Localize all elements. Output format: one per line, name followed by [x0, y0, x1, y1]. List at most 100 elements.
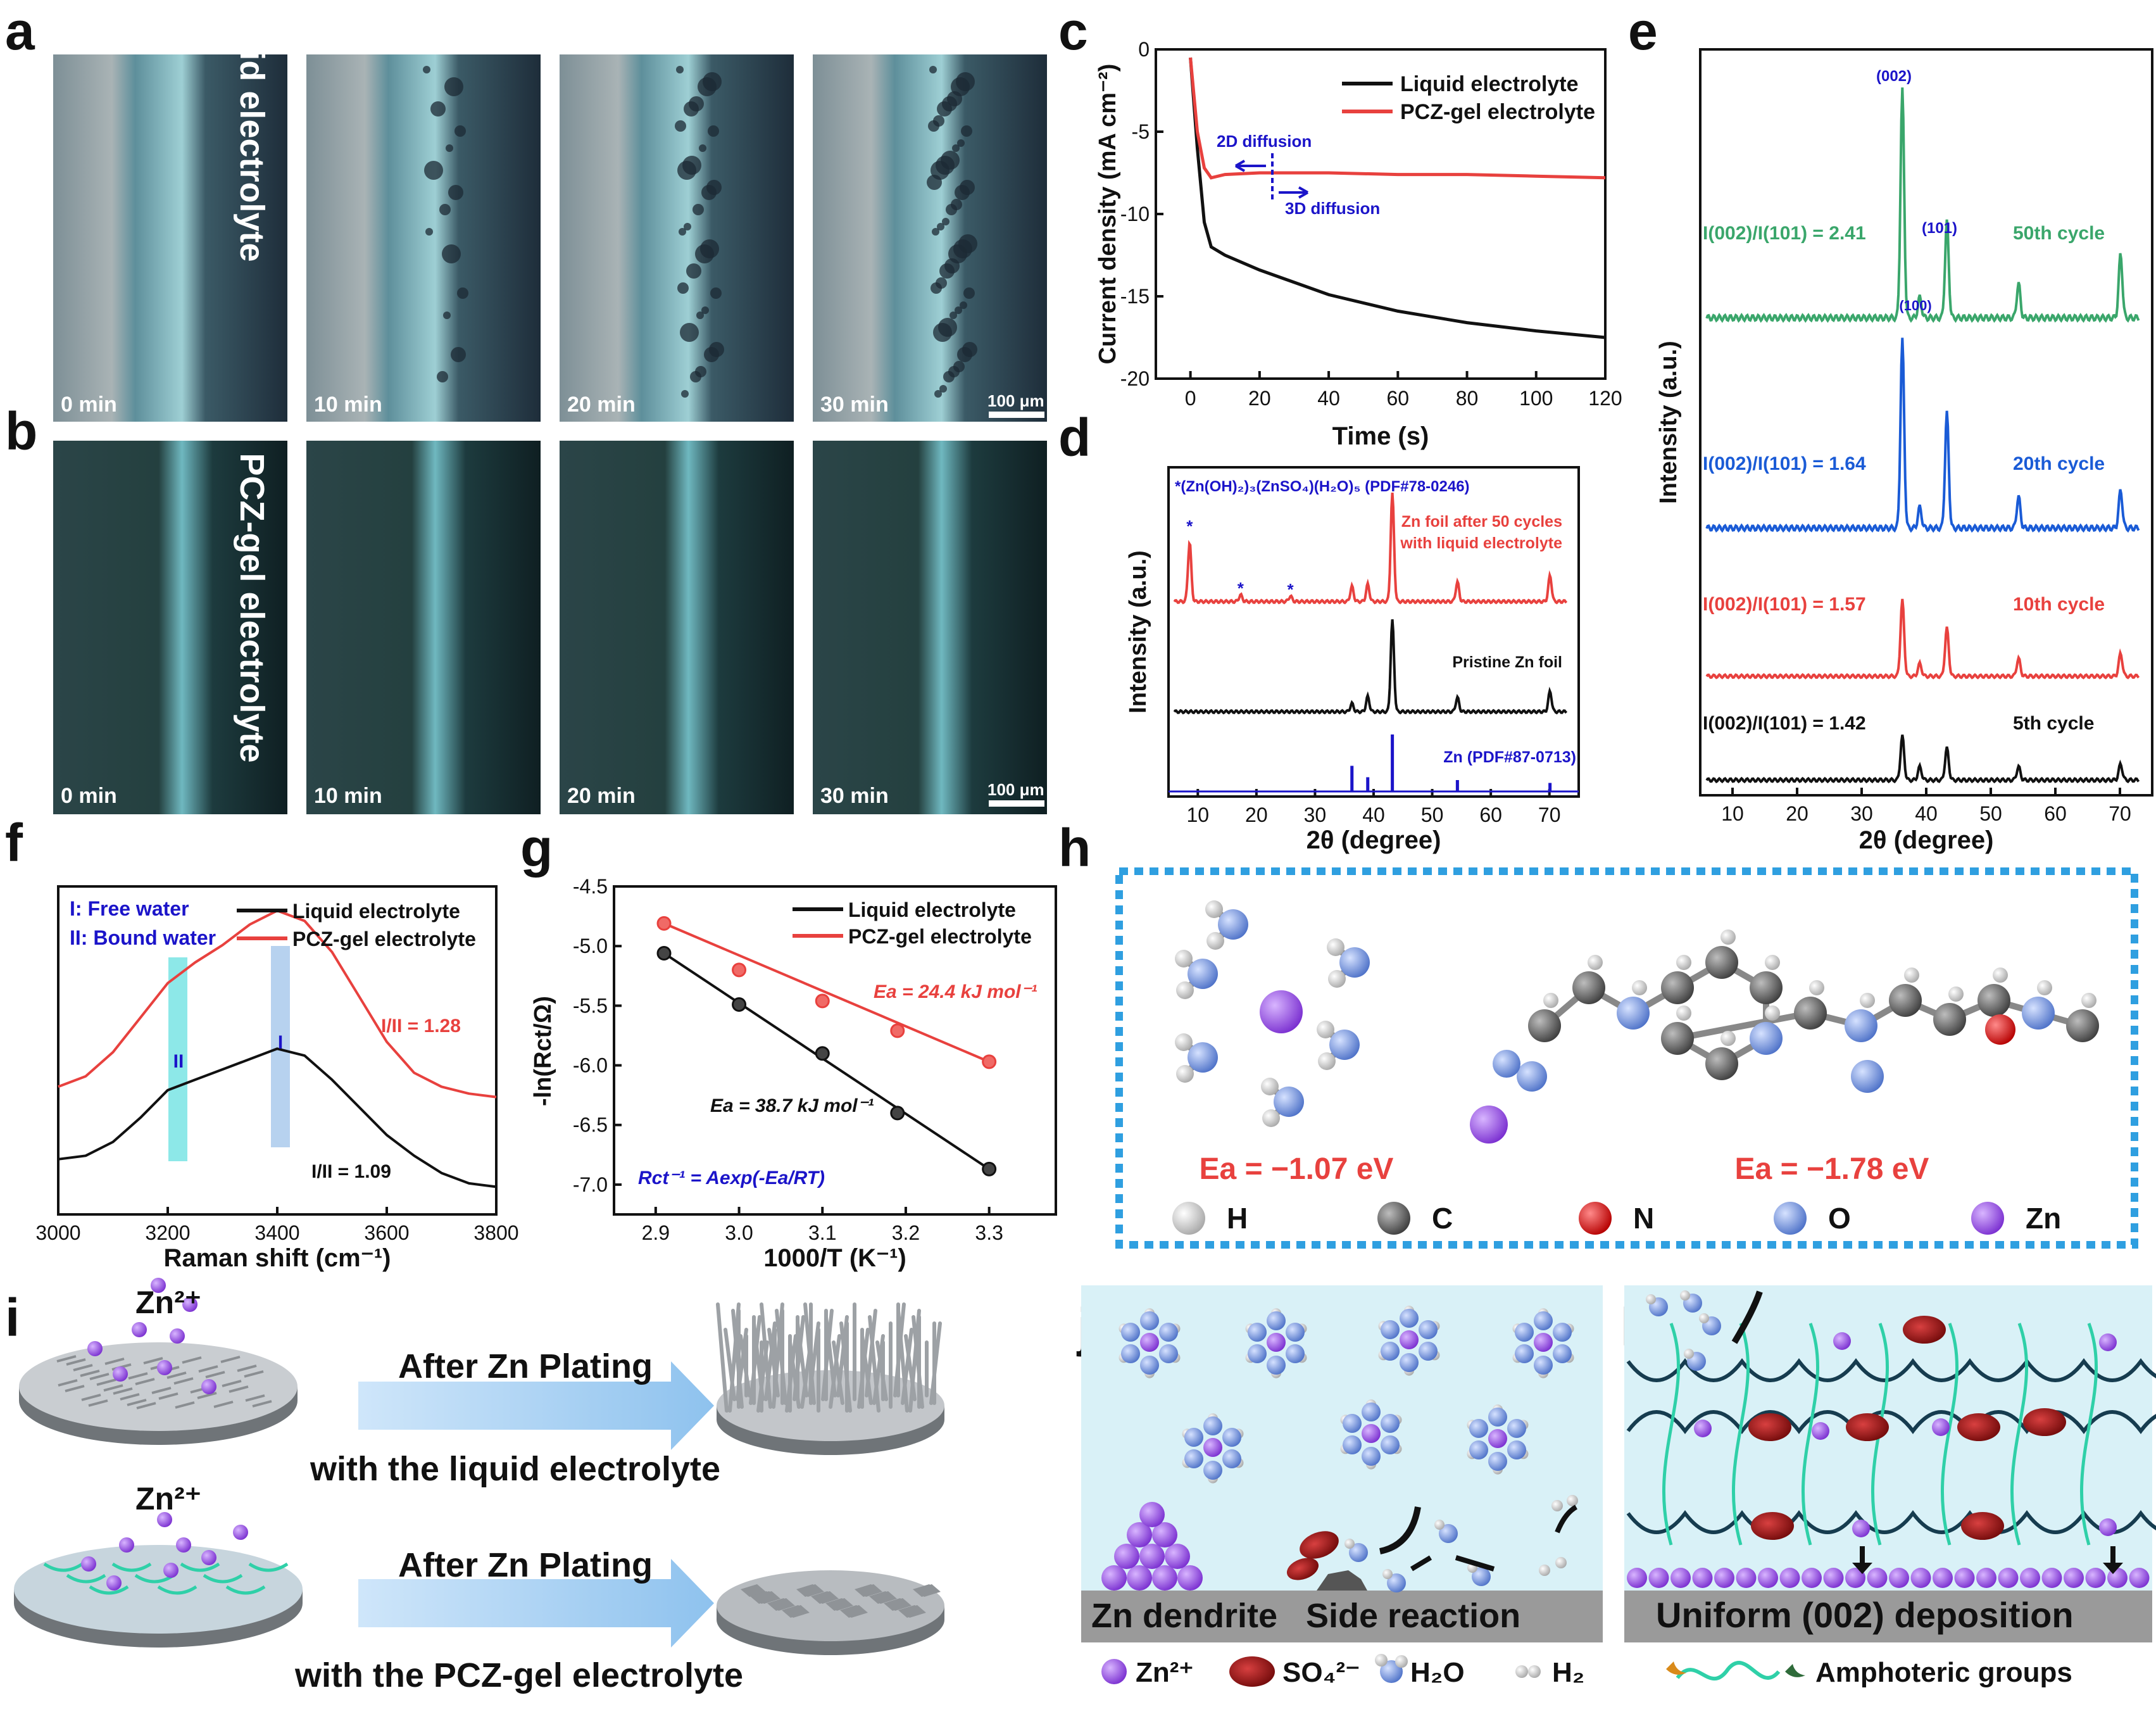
h-atom: [1948, 986, 1964, 1002]
panel-d-pdf-label: *(Zn(OH)₂)₃(ZnSO₄)(H₂O)₅ (PDF#78-0246): [1175, 478, 1470, 495]
dendrite: [808, 1321, 820, 1397]
solvated-zn-ion: [1400, 1330, 1419, 1349]
dendrite: [832, 1340, 844, 1405]
hydrogen-bubble: [1551, 1500, 1563, 1511]
dendrite-speck: [708, 125, 719, 137]
zn-ion: [201, 1379, 216, 1394]
gel-chain: [43, 1562, 84, 1572]
fit-line-0: [663, 952, 990, 1171]
h-atom: [1904, 967, 1919, 983]
micrograph-liquid-0: [53, 54, 287, 422]
h-atom: [1699, 1313, 1709, 1323]
panel-f-band-i-label: I: [278, 1032, 283, 1053]
n-atom: [1985, 1014, 2015, 1045]
dendrite-speck: [679, 228, 686, 236]
water-oxygen: [1121, 1323, 1140, 1342]
x-tick-label: 40: [1317, 387, 1340, 410]
zn-dendrite-ion: [1101, 1565, 1127, 1591]
c-atom: [2066, 1009, 2099, 1042]
micrograph-time-label: 20 min: [567, 784, 636, 808]
amphoteric-chain: [2079, 1323, 2098, 1546]
zn-ion: [151, 1278, 166, 1293]
fiber: [127, 1399, 147, 1406]
water-oxygen: [1515, 1344, 1534, 1363]
c-atom: [1661, 1022, 1694, 1055]
panel-d-red-label-1: Zn foil after 50 cycles: [1401, 513, 1562, 531]
water-oxygen: [1488, 1408, 1507, 1427]
x-tick-label: 3600: [364, 1221, 409, 1244]
x-tick-label: 60: [1479, 803, 1502, 826]
micrograph-time-label: 10 min: [314, 784, 382, 808]
x-tick-label: 30: [1850, 802, 1873, 825]
dendrite-speck: [958, 234, 977, 253]
dendrite-speck: [937, 223, 944, 230]
o-atom: [1493, 1050, 1520, 1078]
legend-so4-label: SO₄²⁻: [1282, 1657, 1360, 1688]
c-atom: [1750, 971, 1783, 1004]
water-oxygen: [1553, 1323, 1572, 1342]
dendrite-speck: [448, 185, 463, 200]
panel-e-ticks: 10 20 30 40 50 60 70: [1721, 788, 2131, 825]
micrograph-pcz-2: [560, 441, 794, 814]
legend-h2-label: H₂: [1552, 1657, 1584, 1688]
x-tick-label: 120: [1588, 387, 1622, 410]
data-point-1: [732, 962, 747, 978]
dendrite-speck: [942, 218, 950, 225]
water-oxygen: [1343, 1435, 1362, 1454]
panel-e-series: [1705, 87, 2140, 784]
fiber: [73, 1364, 93, 1371]
x-tick-label: 70: [1538, 803, 1561, 826]
c-atom: [1661, 971, 1694, 1004]
dendrite-speck: [437, 371, 448, 382]
expel-arrow: [1731, 1290, 1763, 1344]
series-line-3: [1705, 734, 2140, 784]
flat-zn-plate: [767, 1598, 793, 1611]
water-oxygen: [1439, 1524, 1458, 1543]
deposition-arrow: [2103, 1546, 2123, 1574]
fiber: [237, 1364, 257, 1372]
zn-ion: [1812, 1422, 1829, 1440]
y-tick-label: -15: [1120, 285, 1150, 308]
fiber: [66, 1358, 86, 1366]
fiber: [104, 1358, 125, 1365]
panel-i-arrow-label-bottom: After Zn Plating: [398, 1546, 653, 1584]
panel-b-micrographs: 0 min 10 min 20 min 30 min 100 μm: [53, 441, 1047, 814]
dendrite-speck: [933, 115, 944, 127]
dendrite-speck: [677, 282, 689, 294]
sulfate-ion: [1957, 1413, 2000, 1441]
reaction-arrow: [1410, 1504, 1578, 1572]
micrograph-pcz-0: [53, 441, 287, 814]
panel-g-ea-red: Ea = 24.4 kJ mol⁻¹: [874, 981, 1037, 1002]
dendrite-speck: [944, 258, 960, 274]
water-oxygen: [1488, 1452, 1507, 1471]
data-point-1: [656, 916, 672, 931]
h-atom: [1860, 993, 1875, 1008]
panel-letter-e: e: [1628, 1, 1658, 61]
water-oxygen: [1419, 1320, 1438, 1339]
panel-f-ticks: 3000 3200 3400 3600 3800: [35, 1207, 519, 1244]
amphoteric-chain: [1662, 1323, 1681, 1546]
fiber: [220, 1356, 241, 1363]
o-atom: [1188, 959, 1218, 989]
sulfate-ion: [1286, 1558, 1319, 1580]
h-atom: [1176, 981, 1194, 999]
data-point-0: [656, 945, 672, 961]
c-atom: [1705, 1047, 1738, 1080]
panel-c-xlabel: Time (s): [1332, 422, 1429, 450]
flat-zn-plate: [884, 1598, 909, 1611]
water-oxygen: [1349, 1543, 1368, 1562]
deposited-zn-ion: [1933, 1568, 1953, 1588]
panel-e-ratio-5: I(002)/I(101) = 1.42: [1703, 713, 1866, 734]
dendrite: [875, 1340, 888, 1401]
y-tick-label: -10: [1120, 203, 1150, 225]
panel-i-caption-top: with the liquid electrolyte: [310, 1450, 720, 1488]
deposited-zn-ion: [1648, 1568, 1669, 1588]
zn-ion: [81, 1556, 96, 1572]
h-atom: [1676, 1005, 1691, 1021]
solvated-zn-ion: [1267, 1333, 1286, 1352]
deposited-zn-ion: [1779, 1568, 1800, 1588]
deposited-zn-ion: [1845, 1568, 1865, 1588]
micrograph-time-label: 30 min: [820, 393, 889, 417]
fiber: [80, 1370, 100, 1377]
zn-dendrite-ion: [1127, 1565, 1152, 1591]
